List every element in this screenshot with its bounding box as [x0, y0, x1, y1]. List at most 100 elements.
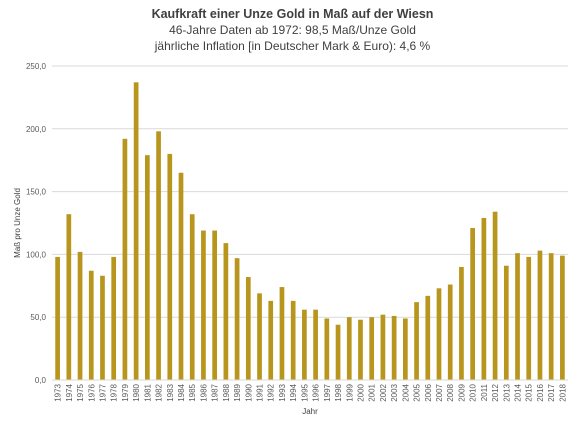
bar-2010 — [470, 228, 476, 380]
chart-subtitle-line-1: 46-Jahre Daten ab 1972: 98,5 Maß/Unze Go… — [169, 23, 416, 37]
x-tick-label: 1977 — [98, 383, 107, 401]
bar-1993 — [279, 287, 285, 380]
y-tick-label: 100,0 — [26, 250, 47, 259]
bar-2012 — [492, 211, 498, 380]
x-tick-label: 1997 — [323, 383, 332, 401]
x-tick-label: 1986 — [199, 383, 208, 401]
x-tick-label: 2013 — [502, 383, 511, 401]
y-tick-label: 0,0 — [35, 376, 47, 385]
x-tick-label: 2017 — [547, 383, 556, 401]
x-tick-label: 1973 — [54, 383, 63, 401]
bar-1989 — [234, 258, 240, 380]
y-tick-label: 50,0 — [30, 313, 46, 322]
x-tick-label: 1991 — [256, 383, 265, 401]
bar-2015 — [526, 256, 532, 380]
x-tick-label: 1980 — [132, 383, 141, 401]
bar-2017 — [548, 253, 554, 380]
x-tick-label: 1987 — [211, 383, 220, 401]
bar-1981 — [144, 155, 150, 380]
bar-1992 — [268, 300, 274, 380]
bar-1986 — [201, 230, 206, 380]
x-tick-label: 1992 — [267, 383, 276, 401]
x-tick-label: 2002 — [379, 383, 388, 401]
x-tick-label: 2003 — [390, 383, 399, 401]
bar-1991 — [257, 293, 262, 380]
x-tick-label: 2001 — [368, 383, 377, 401]
bar-2006 — [425, 295, 431, 380]
x-tick-label: 2016 — [536, 383, 545, 401]
bar-1979 — [122, 138, 128, 380]
x-tick-label: 2010 — [469, 383, 478, 401]
chart-subtitle-line-2: jährliche Inflation [in Deutscher Mark &… — [154, 39, 431, 53]
x-tick-label: 1993 — [278, 383, 287, 401]
y-tick-label: 200,0 — [26, 125, 47, 134]
bar-2013 — [503, 265, 509, 380]
bar-2016 — [537, 250, 543, 380]
x-tick-label: 2000 — [356, 383, 365, 401]
bar-2005 — [414, 302, 419, 380]
x-tick-label: 1995 — [300, 383, 309, 401]
x-tick-label: 2005 — [413, 383, 422, 401]
x-tick-label: 1988 — [222, 383, 231, 401]
y-axis-ticks: 0,0 50,0 100,0 150,0 200,0 250,0 — [26, 62, 47, 385]
x-tick-label: 1983 — [166, 383, 175, 401]
bar-1976 — [88, 270, 94, 380]
bar-1994 — [290, 300, 296, 380]
bar-2000 — [358, 319, 363, 380]
bar-1973 — [55, 256, 60, 380]
x-tick-label: 1981 — [143, 383, 152, 401]
bar-2007 — [436, 288, 442, 380]
bar-2014 — [515, 253, 520, 380]
chart-title-block: Kaufkraft einer Unze Gold in Maß auf der… — [0, 6, 585, 54]
bar-2018 — [560, 255, 565, 380]
x-tick-label: 1985 — [188, 383, 197, 401]
x-axis-ticks: 1973 1974 1975 1976 1977 1978 1979 1980 1981 1982… — [54, 383, 568, 401]
bar-2008 — [447, 284, 453, 380]
x-tick-label: 1989 — [233, 383, 242, 401]
x-tick-label: 2011 — [480, 383, 489, 401]
bar-1985 — [189, 214, 195, 380]
x-tick-label: 1984 — [177, 383, 186, 401]
bar-2004 — [402, 318, 408, 380]
x-tick-label: 1999 — [345, 383, 354, 401]
bar-2001 — [369, 317, 375, 380]
x-tick-label: 1982 — [155, 383, 164, 401]
x-tick-label: 2006 — [424, 383, 433, 401]
x-tick-label: 1975 — [76, 383, 85, 401]
x-tick-label: 1998 — [334, 383, 343, 401]
bar-1987 — [212, 230, 218, 380]
bar-1984 — [178, 172, 184, 380]
x-tick-label: 1979 — [121, 383, 130, 401]
bar-1982 — [156, 131, 161, 380]
bar-1988 — [223, 243, 229, 380]
bar-1974 — [66, 214, 72, 380]
x-tick-label: 2007 — [435, 383, 444, 401]
bars — [55, 82, 565, 380]
bar-2002 — [380, 314, 386, 380]
bar-2003 — [391, 315, 397, 380]
x-tick-label: 1976 — [87, 383, 96, 401]
bar-1978 — [111, 256, 117, 380]
bar-1975 — [77, 251, 83, 380]
bar-1980 — [133, 82, 139, 380]
x-tick-label: 1974 — [65, 383, 74, 401]
x-tick-label: 1994 — [289, 383, 298, 401]
x-tick-label: 2014 — [514, 383, 523, 401]
y-axis-title: Maß pro Unze Gold — [13, 188, 22, 258]
bar-1998 — [335, 324, 341, 380]
x-tick-label: 2009 — [457, 383, 466, 401]
bar-2011 — [481, 217, 487, 380]
bar-1996 — [313, 309, 318, 380]
bar-1990 — [245, 277, 251, 380]
gridlines — [52, 65, 568, 318]
bar-1999 — [346, 317, 352, 380]
x-tick-label: 2015 — [525, 383, 534, 401]
x-tick-label: 1996 — [312, 383, 321, 401]
bar-1995 — [302, 309, 307, 380]
bar-1983 — [167, 153, 173, 380]
x-tick-label: 2018 — [558, 383, 567, 401]
x-axis-title: Jahr — [302, 407, 318, 416]
chart-title: Kaufkraft einer Unze Gold in Maß auf der… — [151, 7, 434, 21]
x-tick-label: 1990 — [244, 383, 253, 401]
